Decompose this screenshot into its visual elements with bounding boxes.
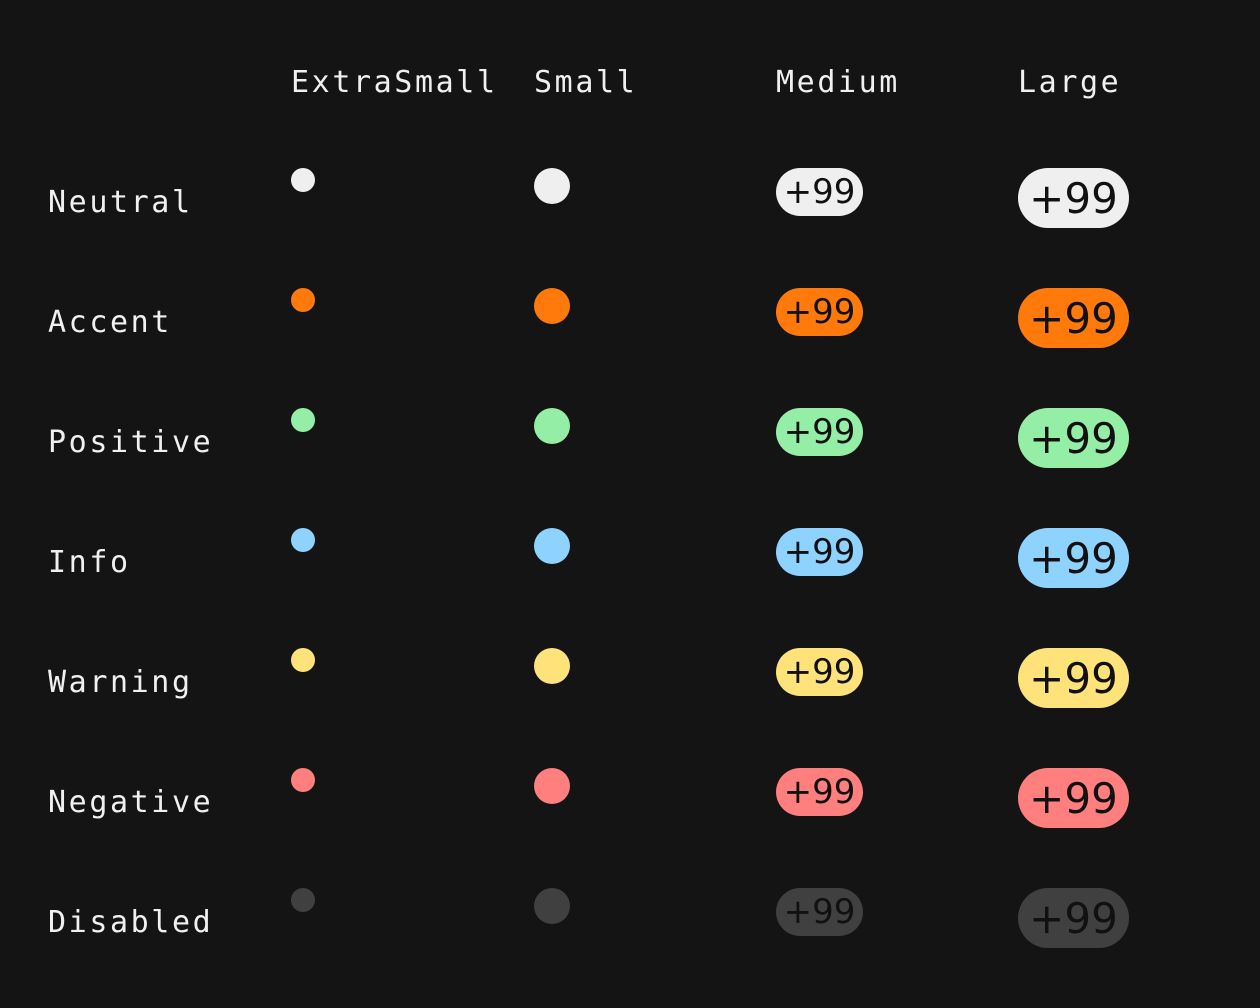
disabled-extrasmall-dot: [291, 888, 315, 912]
row-label-info: Info: [48, 545, 131, 580]
info-large-badge: +99: [1018, 528, 1129, 588]
disabled-small-dot: [534, 888, 570, 924]
disabled-large-badge: +99: [1018, 888, 1129, 948]
column-header-extrasmall: ExtraSmall: [291, 65, 498, 100]
disabled-medium-badge: +99: [776, 888, 863, 936]
positive-medium-badge: +99: [776, 408, 863, 456]
warning-extrasmall-dot: [291, 648, 315, 672]
row-label-neutral: Neutral: [48, 185, 193, 220]
accent-small-dot: [534, 288, 570, 324]
row-label-disabled: Disabled: [48, 905, 214, 940]
neutral-small-dot: [534, 168, 570, 204]
negative-small-dot: [534, 768, 570, 804]
warning-small-dot: [534, 648, 570, 684]
info-extrasmall-dot: [291, 528, 315, 552]
column-header-medium: Medium: [776, 65, 900, 100]
negative-medium-badge: +99: [776, 768, 863, 816]
neutral-large-badge: +99: [1018, 168, 1129, 228]
warning-large-badge: +99: [1018, 648, 1129, 708]
positive-extrasmall-dot: [291, 408, 315, 432]
row-label-negative: Negative: [48, 785, 214, 820]
info-medium-badge: +99: [776, 528, 863, 576]
neutral-extrasmall-dot: [291, 168, 315, 192]
accent-medium-badge: +99: [776, 288, 863, 336]
column-header-small: Small: [534, 65, 638, 100]
negative-extrasmall-dot: [291, 768, 315, 792]
row-label-positive: Positive: [48, 425, 214, 460]
warning-medium-badge: +99: [776, 648, 863, 696]
column-header-large: Large: [1018, 65, 1122, 100]
accent-large-badge: +99: [1018, 288, 1129, 348]
accent-extrasmall-dot: [291, 288, 315, 312]
info-small-dot: [534, 528, 570, 564]
row-label-warning: Warning: [48, 665, 193, 700]
neutral-medium-badge: +99: [776, 168, 863, 216]
row-label-accent: Accent: [48, 305, 172, 340]
positive-large-badge: +99: [1018, 408, 1129, 468]
positive-small-dot: [534, 408, 570, 444]
negative-large-badge: +99: [1018, 768, 1129, 828]
